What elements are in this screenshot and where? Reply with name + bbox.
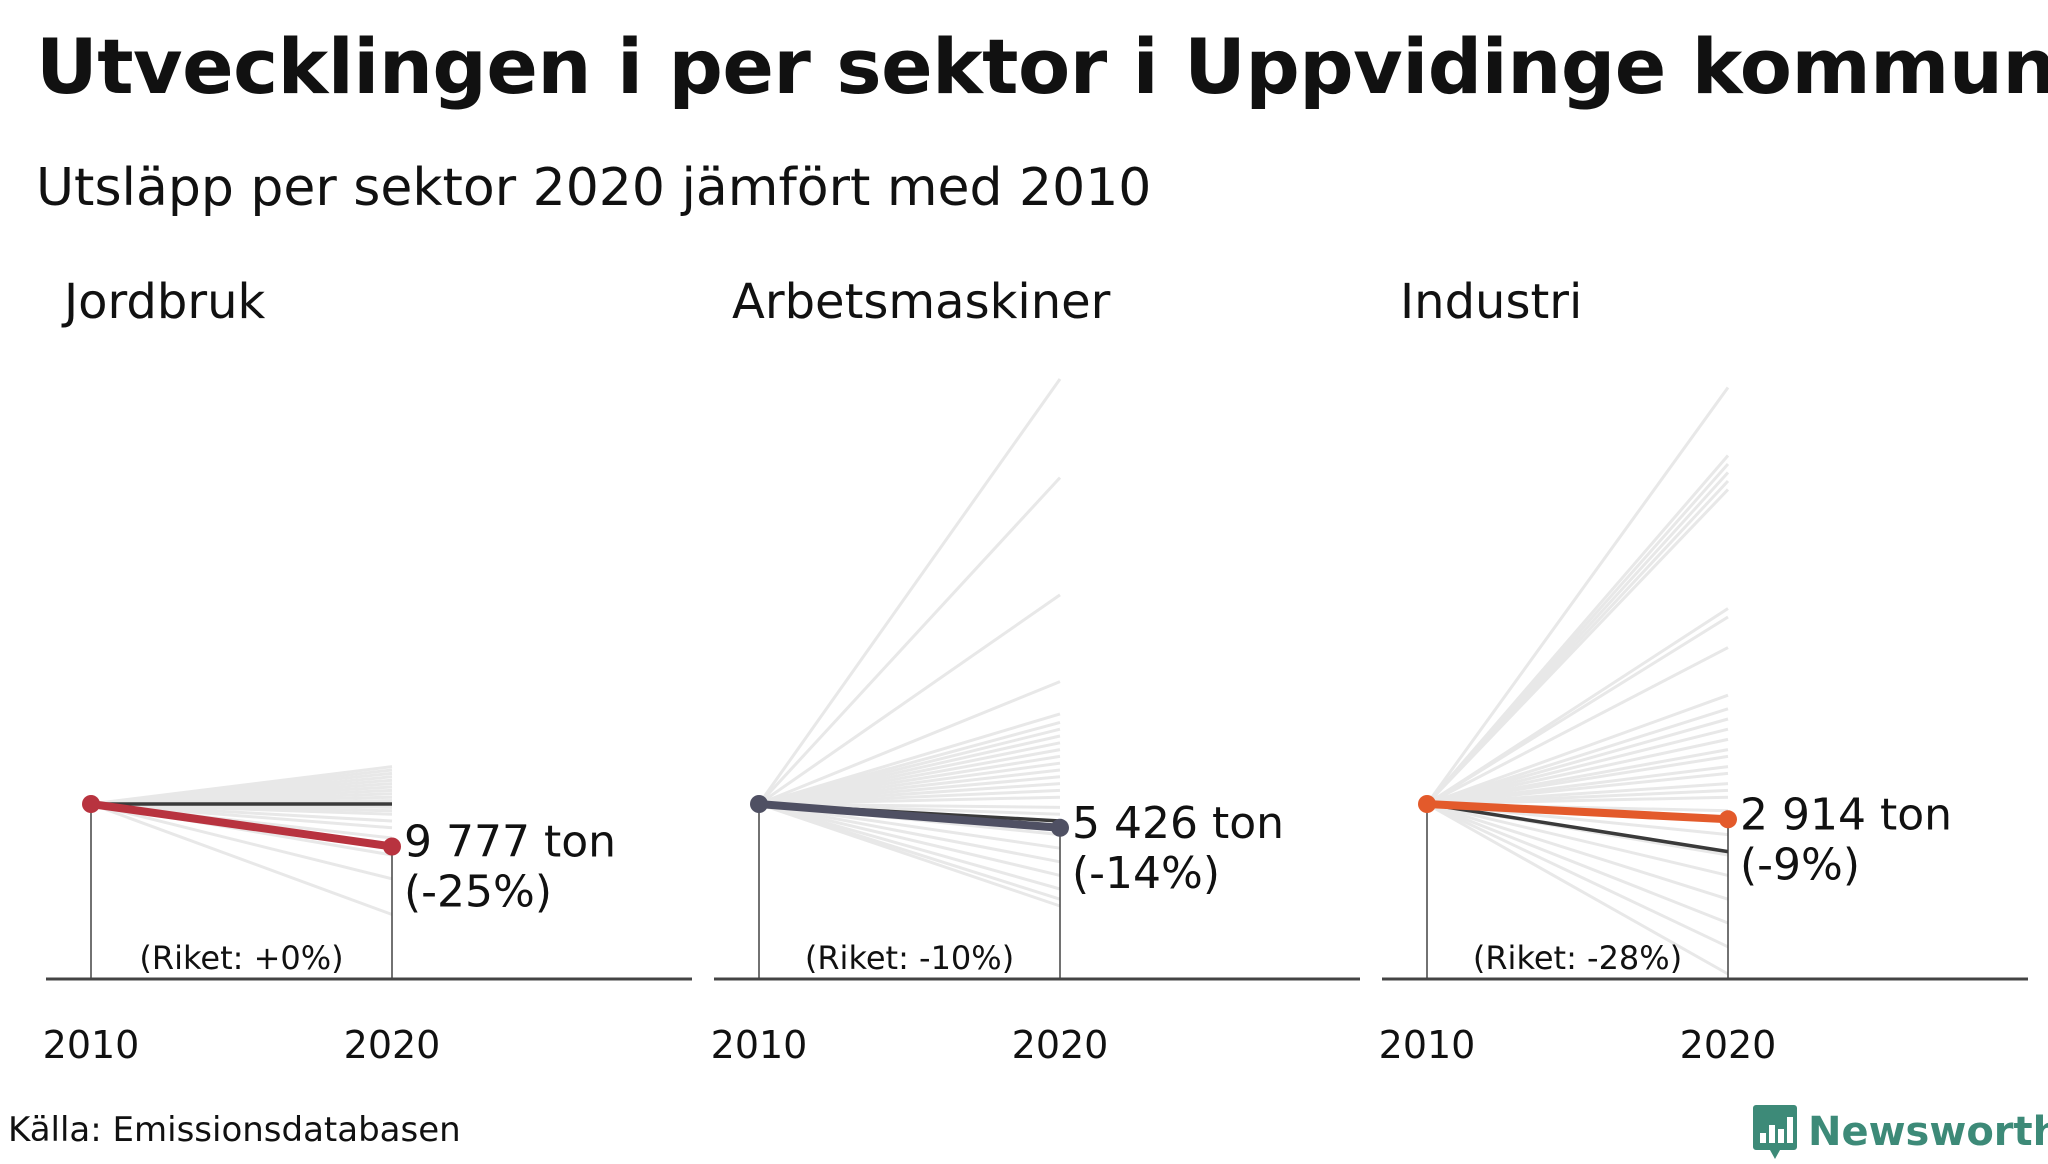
background-series-line: [758, 680, 1061, 806]
background-series-line: [1426, 802, 1729, 877]
background-series-line: [1426, 717, 1729, 806]
panel-3: Industri 2 914 ton(-9%) (Riket: -28%) 2010 2…: [1379, 274, 2028, 1067]
brand-logo: Newsworthy: [1752, 1100, 2048, 1164]
background-series-line: [758, 802, 1061, 891]
page-subtitle: Utsläpp per sektor 2020 jämfört med 2010: [36, 158, 1152, 218]
background-series-line: [1426, 802, 1729, 901]
x-tick-label-2020: 2020: [1012, 1023, 1109, 1067]
panel-title: Jordbruk: [61, 274, 266, 330]
value-label: 9 777 ton: [404, 817, 616, 868]
highlight-series-line: [1423, 800, 1732, 824]
highlight-series-line: [87, 800, 396, 851]
background-series-line: [758, 802, 1061, 908]
national-label: (Riket: +0%): [139, 939, 343, 977]
value-label: 2 914 ton: [1740, 789, 1952, 840]
background-series-line: [1425, 488, 1730, 806]
background-series-line: [1426, 615, 1729, 806]
background-series-line: [758, 802, 1061, 864]
background-series-line: [758, 593, 1061, 806]
background-series-line: [1426, 802, 1729, 925]
background-series-line: [1426, 646, 1729, 806]
background-series-line: [1426, 754, 1729, 806]
highlight-point-2010: [82, 795, 100, 813]
brand-name: Newsworthy: [1808, 1109, 2048, 1155]
panel-2: Arbetsmaskiner 5 426 ton(-14%) (Riket: -10…: [711, 274, 1360, 1067]
x-tick-label-2010: 2010: [711, 1023, 808, 1067]
background-series-line: [1426, 727, 1729, 806]
background-series-line: [1426, 707, 1729, 806]
change-label: (-25%): [404, 867, 552, 918]
x-tick-label-2020: 2020: [1680, 1023, 1777, 1067]
highlight-point-2020: [1051, 818, 1069, 837]
highlight-point-2010: [750, 795, 768, 813]
background-series-line: [758, 802, 1061, 877]
national-label: (Riket: -10%): [805, 939, 1014, 977]
highlight-series-line: [755, 800, 1064, 832]
bar-chart-icon: [1753, 1105, 1797, 1159]
highlight-point-2010: [1418, 795, 1436, 813]
background-series-line: [1425, 386, 1730, 805]
highlight-point-2020: [383, 837, 401, 856]
background-series-line: [757, 476, 1062, 806]
background-series-line: [758, 795, 1061, 806]
background-series-line: [1426, 693, 1729, 806]
national-series-line: [1426, 802, 1729, 854]
background-series-line: [1426, 737, 1729, 806]
background-series-line: [90, 802, 393, 881]
change-label: (-14%): [1072, 848, 1220, 899]
panel-title: Industri: [1400, 274, 1582, 330]
page-title: Utvecklingen i per sektor i Uppvidinge k…: [36, 22, 2048, 111]
background-series-line: [1426, 802, 1729, 976]
background-series-line: [757, 378, 1062, 805]
background-series-line: [1426, 771, 1729, 806]
background-series-line: [1426, 802, 1729, 949]
source-note: Källa: Emissionsdatabasen: [8, 1110, 461, 1150]
national-label: (Riket: -28%): [1473, 939, 1682, 977]
highlight-point-2020: [1719, 810, 1737, 829]
x-tick-label-2010: 2010: [1379, 1023, 1476, 1067]
panel-1: Jordbruk 9 777 ton(-25%) (Riket: +0%) 2010 2…: [43, 274, 692, 1067]
panel-title: Arbetsmaskiner: [732, 274, 1111, 330]
value-label: 5 426 ton: [1072, 798, 1284, 849]
x-tick-label-2010: 2010: [43, 1023, 140, 1067]
x-tick-label-2020: 2020: [344, 1023, 441, 1067]
background-series-line: [90, 802, 393, 916]
change-label: (-9%): [1740, 839, 1860, 890]
